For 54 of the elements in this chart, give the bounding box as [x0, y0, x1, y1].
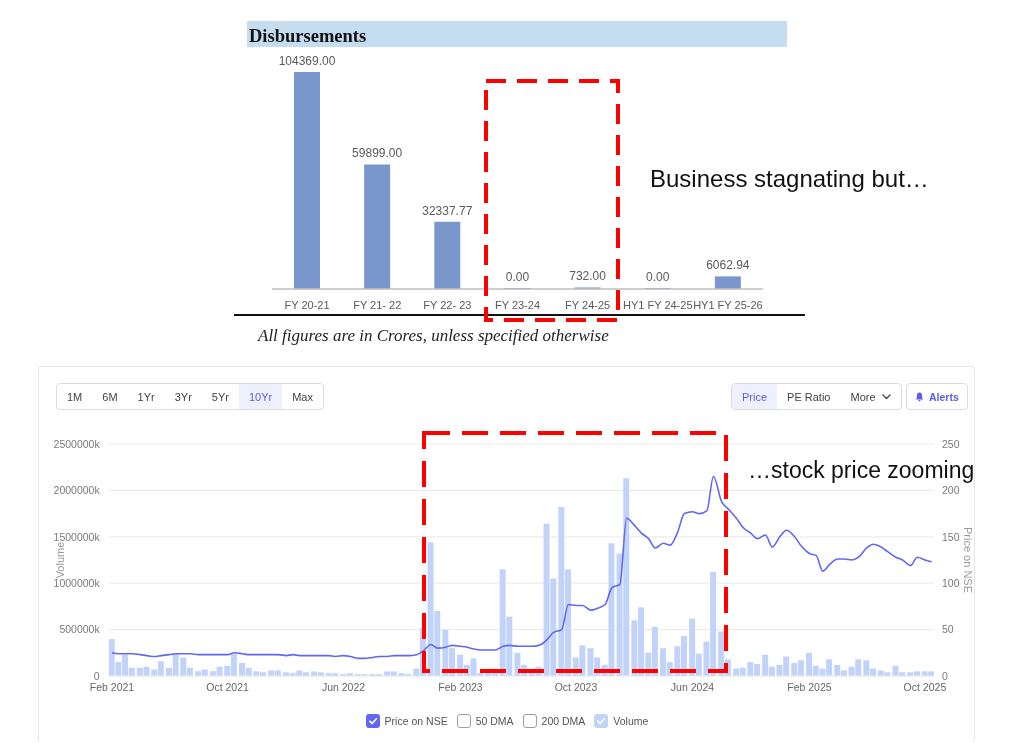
- y-tick-label: 0: [93, 669, 100, 682]
- x-tick-label: Feb 2025: [787, 681, 832, 694]
- text: 200 DMA: [541, 715, 586, 727]
- text: All figures are in Crores, unless specified otherwise: [258, 326, 609, 346]
- text: 5Yr: [210, 389, 230, 405]
- y2-tick-label: 100: [942, 576, 960, 589]
- x-tick-label: FY 24-25: [565, 298, 611, 311]
- text: More: [850, 390, 876, 403]
- y2-tick-label: 50: [942, 623, 954, 636]
- text: 3Yr: [173, 389, 193, 405]
- text: 6M: [101, 389, 119, 405]
- text: Price: [732, 384, 778, 409]
- text: PE Ratio: [786, 389, 832, 405]
- y-tick-label: 2000000k: [53, 484, 101, 497]
- legend-label: Volume: [613, 715, 649, 727]
- text: Alerts: [929, 390, 959, 403]
- data-label: 0.00: [505, 270, 530, 284]
- data-label: 59899.00: [352, 146, 403, 161]
- text: 10Yr: [238, 384, 283, 409]
- y2-tick-label: 200: [942, 484, 960, 497]
- y2-axis-title: Price on NSE: [962, 526, 975, 594]
- y-tick-label: 1500000k: [53, 530, 101, 543]
- data-label: 0.00: [646, 270, 670, 284]
- x-tick-label: Jun 2022: [321, 681, 366, 694]
- data-label: 32337.77: [422, 203, 473, 218]
- x-tick-label: FY 20-21: [284, 298, 330, 311]
- chart-title: Disbursements: [249, 26, 367, 46]
- data-label: 6062.94: [706, 258, 750, 273]
- x-tick-label: HY1 FY 25-26: [693, 298, 763, 311]
- data-label: 104369.00: [278, 54, 336, 68]
- text: 50 DMA: [475, 715, 514, 727]
- y2-tick-label: 0: [942, 669, 948, 682]
- x-tick-label: HY1 FY 24-25: [623, 298, 693, 311]
- x-tick-label: FY 23-24: [494, 298, 541, 311]
- y-tick-label: 2500000k: [53, 437, 101, 450]
- x-tick-label: Jun 2024: [670, 681, 715, 694]
- text: 1Yr: [136, 389, 156, 405]
- x-tick-label: FY 21- 22: [353, 298, 402, 311]
- data-label: 732.00: [569, 269, 607, 284]
- y2-tick-label: 250: [942, 437, 960, 450]
- y2-tick-label: 150: [942, 530, 960, 543]
- x-tick-label: Oct 2025: [903, 681, 947, 694]
- x-tick-label: FY 22- 23: [423, 298, 472, 311]
- x-tick-label: Feb 2023: [438, 681, 483, 694]
- annotation: …stock price zooming: [748, 457, 975, 484]
- annotation: Business stagnating but…: [650, 165, 929, 193]
- text: Max: [291, 389, 314, 405]
- text: 1M: [66, 389, 84, 405]
- y-axis-title: Volume: [53, 541, 66, 579]
- x-tick-label: Feb 2021: [89, 681, 135, 694]
- legend-label: Price on NSE: [384, 715, 448, 727]
- x-tick-label: Oct 2021: [206, 681, 250, 694]
- x-tick-label: Oct 2023: [554, 681, 598, 694]
- y-tick-label: 500000k: [59, 623, 101, 636]
